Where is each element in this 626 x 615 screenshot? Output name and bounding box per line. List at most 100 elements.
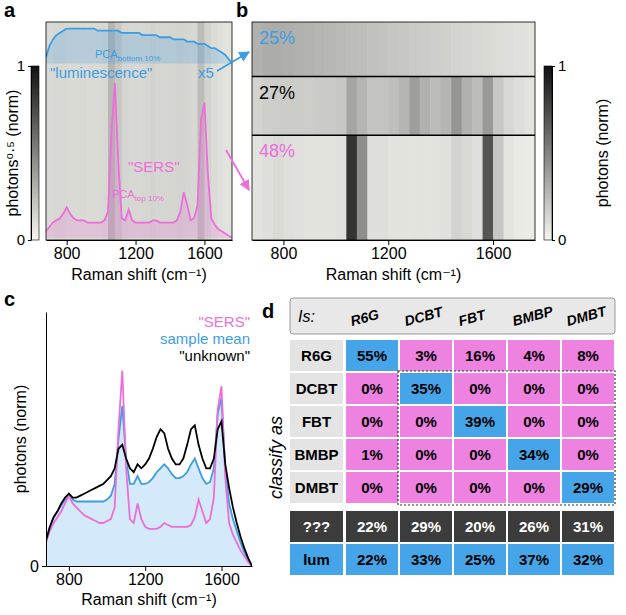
group-label: 48% <box>259 141 295 161</box>
legend-entry: "unknown" <box>179 347 250 364</box>
row-label: DCBT <box>296 380 338 397</box>
colorbar-tick-label: 1 <box>558 57 566 74</box>
colorbar-tick-label: 0 <box>17 231 25 248</box>
cell-text: 0% <box>469 446 491 463</box>
table-cell <box>508 373 560 404</box>
row-label-cell <box>290 544 343 575</box>
cell-text: 0% <box>577 413 599 430</box>
heat-cell <box>441 135 452 240</box>
colorbar-tick-mark <box>552 66 555 67</box>
x-tick: 1200 <box>128 566 164 588</box>
table-cell <box>454 406 506 437</box>
series-area <box>46 83 232 238</box>
table-cell <box>508 511 560 542</box>
heat-cell <box>294 22 305 77</box>
heat-cell <box>504 135 515 240</box>
heat-cell <box>336 77 347 136</box>
colorbar-tick-mark <box>28 66 31 67</box>
heat-cell <box>472 135 483 240</box>
row-label-cell <box>290 439 343 470</box>
x-tick-mark <box>204 240 205 245</box>
group-separator <box>252 76 535 78</box>
cell-text: 0% <box>469 380 491 397</box>
heat-cell <box>315 77 326 136</box>
x-tick-label: 1200 <box>118 245 154 262</box>
table-cell <box>400 439 452 470</box>
table-cell <box>400 511 452 542</box>
x-tick: 800 <box>271 240 298 262</box>
table-cell <box>562 511 614 542</box>
row-label-cell <box>290 511 343 542</box>
heat-cell <box>420 135 431 240</box>
heat-cell <box>357 77 368 136</box>
header-box <box>290 298 615 334</box>
x-tick: 1200 <box>371 240 407 262</box>
x-tick-mark <box>67 240 68 245</box>
x-tick-label: 800 <box>54 245 81 262</box>
heat-cell <box>462 22 473 77</box>
heat-cell <box>399 22 410 77</box>
cell-text: 0% <box>415 446 437 463</box>
heat-cell <box>346 77 357 136</box>
cell-text: 0% <box>577 446 599 463</box>
group-separator <box>252 135 535 137</box>
cell-text: 26% <box>519 518 549 535</box>
arrow <box>226 150 249 190</box>
x-tick-mark <box>221 566 222 571</box>
cell-text: 16% <box>465 347 495 364</box>
x-tick-mark <box>145 566 146 571</box>
heat-cell <box>357 22 368 77</box>
y-axis-line <box>46 313 47 567</box>
table-cell <box>346 511 398 542</box>
colorbar-tick: 0 <box>17 231 31 248</box>
cell-text: 0% <box>469 479 491 496</box>
pca-label-main: PCA <box>95 48 118 60</box>
cell-text: 29% <box>411 518 441 535</box>
heat-cell <box>315 135 326 240</box>
table-cell <box>454 439 506 470</box>
scale-label: x5 <box>198 64 214 81</box>
heat-cell <box>315 22 326 77</box>
cell-text: 22% <box>357 518 387 535</box>
heat-cell <box>325 135 336 240</box>
cell-text: 33% <box>411 551 441 568</box>
heat-cell <box>504 77 515 136</box>
legend-entry: "SERS" <box>199 313 251 330</box>
colorbar-title: photons (norm) <box>594 99 611 208</box>
table-cell <box>454 544 506 575</box>
heat-cell <box>514 135 525 240</box>
cell-text: 0% <box>523 413 545 430</box>
heat-cell <box>514 77 525 136</box>
table-cell <box>562 340 614 371</box>
x-tick-mark <box>493 240 494 245</box>
table-cell <box>508 406 560 437</box>
heat-cell <box>409 22 420 77</box>
x-axis-title: Raman shift (cm⁻¹) <box>71 266 207 283</box>
panel-letter: b <box>236 0 248 21</box>
row-label: ??? <box>303 518 331 535</box>
table-cell <box>562 544 614 575</box>
x-tick-label: 1600 <box>204 571 240 588</box>
series-area <box>46 29 232 64</box>
series-line <box>46 29 232 64</box>
heat-cell <box>493 77 504 136</box>
group-label: 25% <box>259 28 295 48</box>
plot-frame <box>46 22 232 240</box>
series-line <box>46 421 252 566</box>
heat-cell <box>472 22 483 77</box>
heat-cell <box>430 22 441 77</box>
heat-cell <box>483 77 494 136</box>
column-header: FBT <box>457 306 489 329</box>
colorbar-tick-label: 0 <box>558 231 566 248</box>
table-cell <box>454 340 506 371</box>
cell-text: 4% <box>523 347 545 364</box>
cell-text: 29% <box>573 479 603 496</box>
column-header: DCBT <box>403 303 446 329</box>
heat-cell <box>304 77 315 136</box>
heat-cell <box>483 135 494 240</box>
cell-text: 39% <box>465 413 495 430</box>
series-line <box>46 398 252 566</box>
heat-cell <box>420 77 431 136</box>
x-tick: 800 <box>56 566 83 588</box>
column-header: BMBP <box>511 303 556 329</box>
